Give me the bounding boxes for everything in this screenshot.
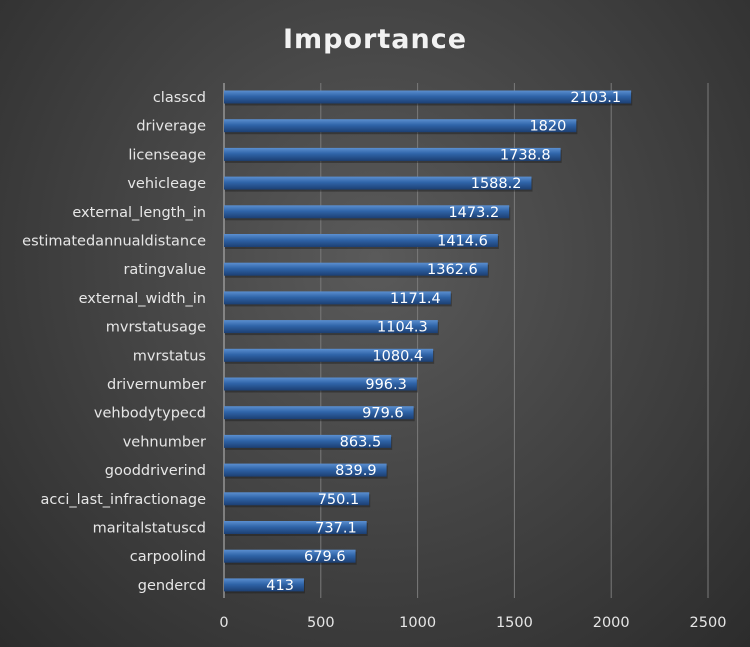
bar xyxy=(224,377,417,391)
data-label: 996.3 xyxy=(365,377,407,393)
bar xyxy=(224,434,392,448)
data-label: 863.5 xyxy=(340,434,382,450)
category-label: external_width_in xyxy=(79,291,206,307)
x-tick-label: 0 xyxy=(219,615,228,631)
data-label: 750.1 xyxy=(318,492,360,508)
data-label: 1473.2 xyxy=(448,205,499,221)
bar xyxy=(224,234,498,247)
category-label: estimatedannualdistance xyxy=(22,234,206,250)
data-label: 1080.4 xyxy=(372,348,423,364)
data-label: 1738.8 xyxy=(500,147,551,163)
x-tick-label: 500 xyxy=(307,615,335,631)
data-label: 1104.3 xyxy=(377,320,428,336)
category-label: mvrstatus xyxy=(133,348,206,364)
data-label: 979.6 xyxy=(362,406,404,422)
bar xyxy=(224,205,510,219)
bar xyxy=(224,176,532,190)
x-tick-label: 2000 xyxy=(593,615,630,631)
bar xyxy=(224,463,387,477)
bar xyxy=(224,549,356,563)
data-label: 2103.1 xyxy=(570,90,621,106)
category-label: carpoolind xyxy=(130,549,206,565)
x-tick-labels: 0 500 1000 1500 2000 2500 xyxy=(219,615,726,631)
bar xyxy=(224,291,451,305)
category-label: mvrstatusage xyxy=(106,320,206,336)
category-label: gooddriverind xyxy=(105,463,206,479)
bars xyxy=(224,90,633,594)
data-label: 1588.2 xyxy=(471,176,522,192)
data-label: 737.1 xyxy=(315,521,357,537)
bar xyxy=(224,119,577,133)
x-tick-label: 1500 xyxy=(496,615,533,631)
category-label: maritalstatuscd xyxy=(93,521,206,537)
bar xyxy=(224,348,434,362)
category-label: vehicleage xyxy=(127,176,206,192)
data-label: 1414.6 xyxy=(437,234,488,250)
category-label: driverage xyxy=(136,119,206,135)
data-label: 1820 xyxy=(529,119,566,135)
data-label: 679.6 xyxy=(304,549,346,565)
x-tick-label: 1000 xyxy=(399,615,436,631)
gridlines xyxy=(223,83,709,598)
category-label: drivernumber xyxy=(107,377,206,393)
bar xyxy=(224,90,632,104)
bar xyxy=(224,320,438,334)
category-label: acci_last_infractionage xyxy=(41,492,207,508)
category-label: ratingvalue xyxy=(123,262,206,278)
chart-title: Importance xyxy=(283,24,467,55)
category-label: licenseage xyxy=(128,147,206,163)
category-label: vehnumber xyxy=(123,434,206,450)
data-label: 839.9 xyxy=(335,463,377,479)
category-labels: classcd driverage licenseage vehicleage exte… xyxy=(22,90,206,594)
data-label: 413 xyxy=(266,578,294,594)
bar xyxy=(224,521,367,534)
x-tick-label: 2500 xyxy=(690,615,727,631)
bar xyxy=(224,262,488,276)
category-label: classcd xyxy=(153,90,206,106)
bar xyxy=(224,578,304,592)
bar xyxy=(224,406,414,420)
category-label: gendercd xyxy=(138,578,206,594)
bar xyxy=(224,147,561,161)
category-label: external_length_in xyxy=(72,205,206,221)
bar xyxy=(224,492,370,506)
category-label: vehbodytypecd xyxy=(94,406,206,422)
data-label: 1362.6 xyxy=(427,262,478,278)
data-label: 1171.4 xyxy=(390,291,441,307)
